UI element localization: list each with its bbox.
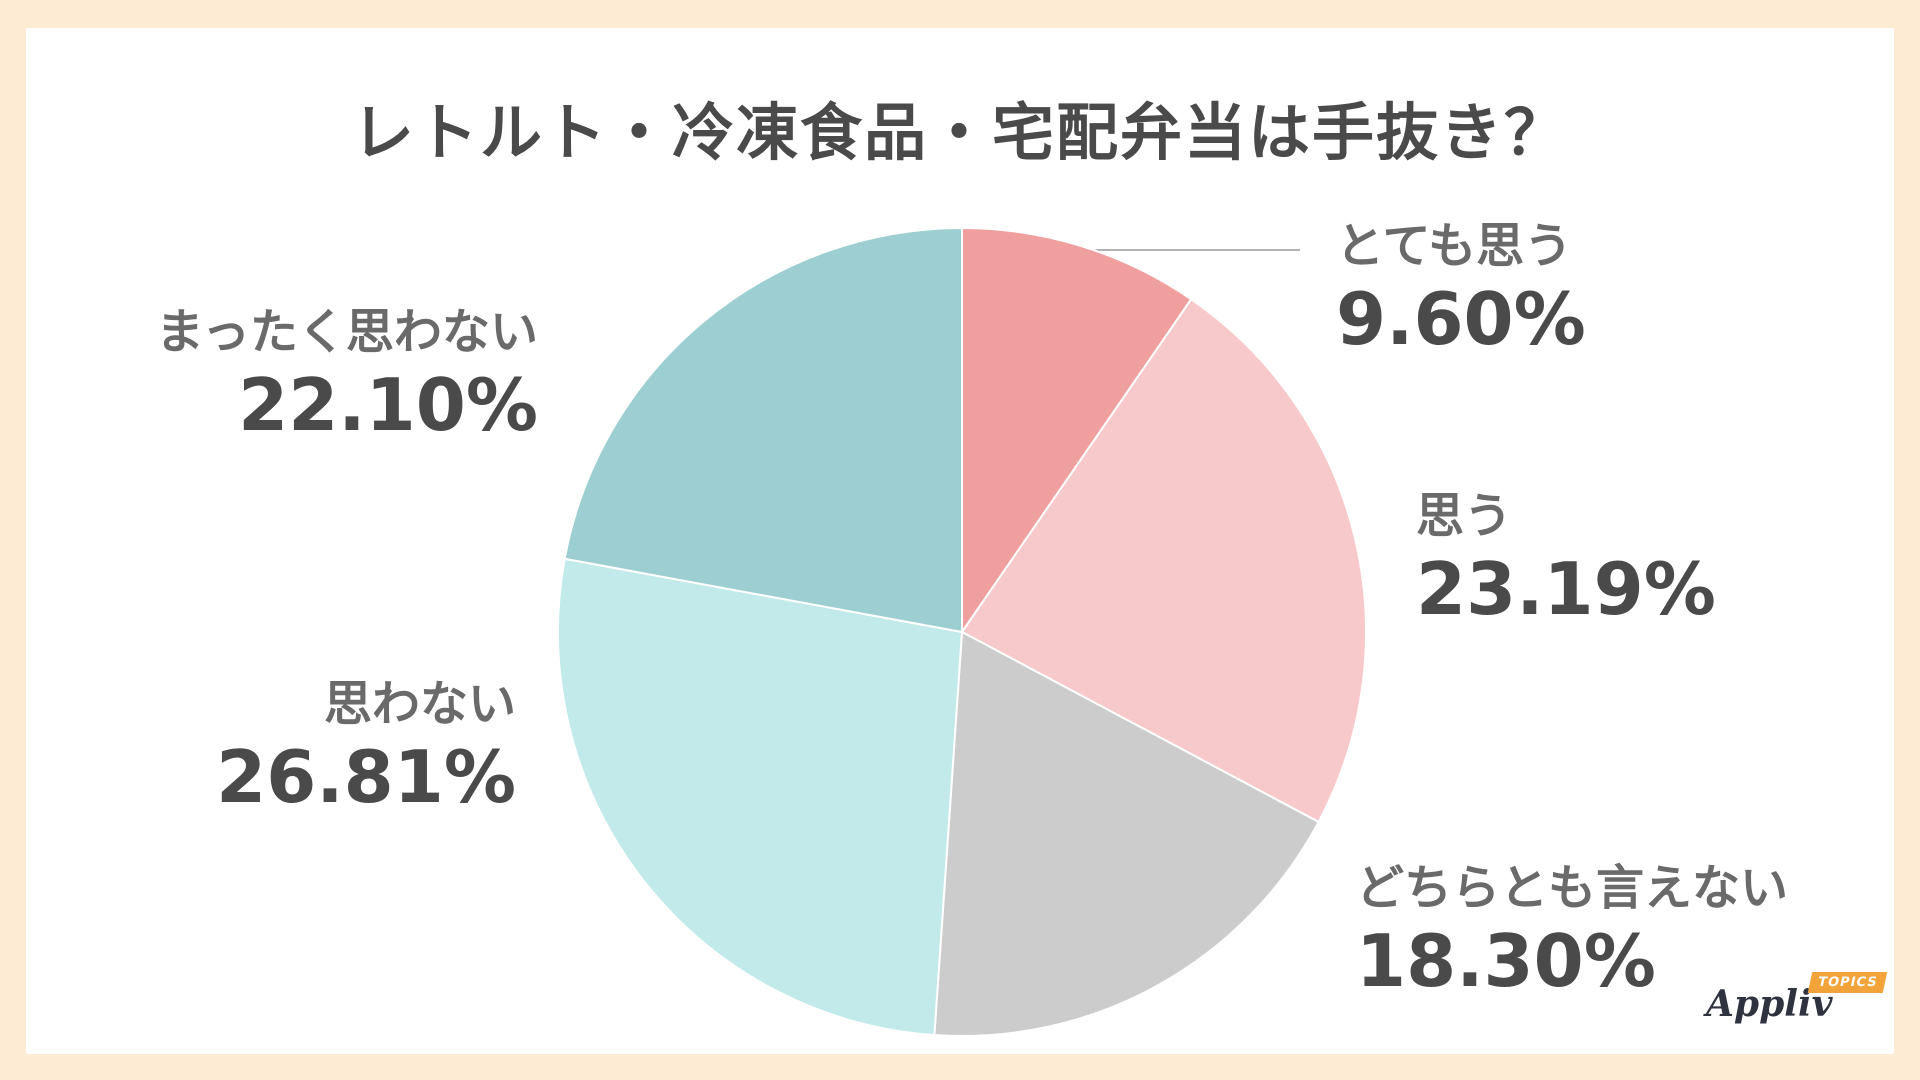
slice-label: とても思う bbox=[1336, 218, 1573, 274]
slice-value: 9.60% bbox=[1336, 277, 1586, 361]
slice-value: 26.81% bbox=[216, 735, 516, 819]
label-totemo-omou: とても思う 9.60% bbox=[1336, 216, 1586, 362]
slice-label: どちらとも言えない bbox=[1356, 860, 1789, 916]
label-dochira-tomo: どちらとも言えない 18.30% bbox=[1356, 858, 1788, 1004]
logo-badge: TOPICS bbox=[1807, 972, 1888, 993]
slice-label: 思う bbox=[1416, 488, 1513, 544]
slice-value: 23.19% bbox=[1416, 547, 1716, 631]
label-omowanai: 思わない 26.81% bbox=[180, 674, 516, 820]
applivtopics-logo: Appliv TOPICS bbox=[1706, 972, 1888, 1025]
chart-title: レトルト・冷凍食品・宅配弁当は手抜き？ bbox=[351, 96, 1568, 169]
slice-label: まったく思わない bbox=[155, 304, 538, 360]
slice-value: 22.10% bbox=[238, 363, 538, 447]
label-mattaku-omowanai: まったく思わない 22.10% bbox=[100, 302, 538, 448]
pie-slice-2 bbox=[933, 630, 1320, 1037]
pie-slice-3 bbox=[557, 557, 964, 1037]
pie-slice-4 bbox=[563, 226, 963, 634]
slice-value: 18.30% bbox=[1356, 919, 1656, 1003]
slice-label: 思わない bbox=[323, 676, 516, 732]
pie-slice-1 bbox=[960, 297, 1368, 824]
label-omou: 思う 23.19% bbox=[1416, 486, 1716, 632]
pie-slice-0 bbox=[961, 226, 1193, 636]
